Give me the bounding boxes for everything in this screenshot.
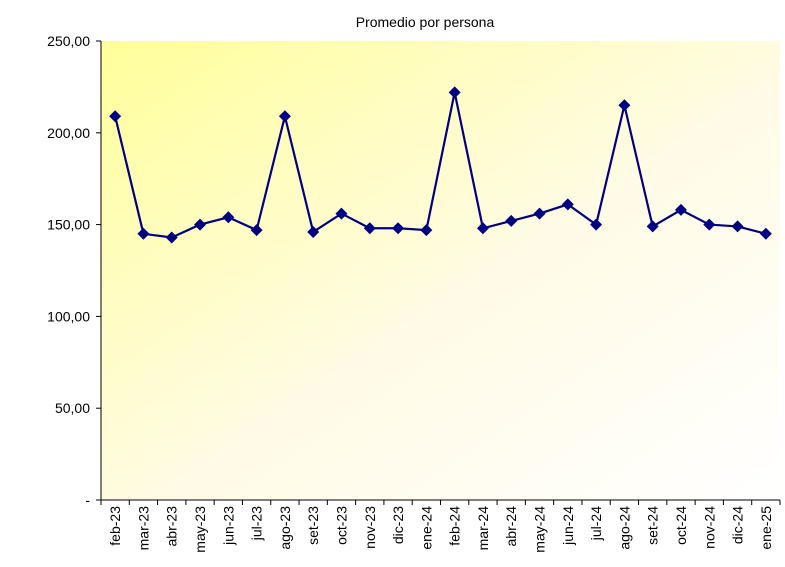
marker [392, 222, 405, 235]
marker [307, 225, 320, 238]
y-tick-label: 200,00 [47, 125, 90, 141]
x-tick-label: feb-23 [107, 506, 123, 546]
marker [759, 227, 772, 240]
x-tick-label: mar-24 [475, 506, 491, 551]
y-tick-label: 150,00 [47, 217, 90, 233]
y-tick-label: 50,00 [55, 400, 90, 416]
y-tick-label: 100,00 [47, 308, 90, 324]
marker [646, 220, 659, 233]
marker [165, 231, 178, 244]
plot-area [101, 41, 780, 500]
x-tick-label: nov-24 [701, 506, 717, 549]
marker [505, 214, 518, 227]
x-tick-label: abr-23 [164, 506, 180, 547]
x-tick-label: jul-23 [249, 506, 265, 541]
x-tick-label: may-23 [192, 506, 208, 553]
marker [448, 86, 461, 99]
marker [674, 203, 687, 216]
marker [194, 218, 207, 231]
x-tick-label: ene-25 [758, 506, 774, 550]
x-tick-label: ago-23 [277, 506, 293, 550]
marker [731, 220, 744, 233]
marker [476, 222, 489, 235]
x-tick-label: nov-23 [362, 506, 378, 549]
x-tick-label: set-24 [645, 506, 661, 545]
x-tick-label: oct-23 [333, 506, 349, 545]
x-tick-label: may-24 [532, 506, 548, 553]
x-tick-label: mar-23 [135, 506, 151, 551]
marker [703, 218, 716, 231]
chart-title: Promedio por persona [356, 14, 495, 30]
marker [363, 222, 376, 235]
x-tick-label: dic-23 [390, 506, 406, 544]
x-tick-label: dic-24 [730, 506, 746, 544]
x-tick-label: feb-24 [447, 506, 463, 546]
x-tick-label: jun-23 [220, 506, 236, 546]
x-tick-label: oct-24 [673, 506, 689, 545]
x-tick-label: abr-24 [503, 506, 519, 547]
y-tick-label: 250,00 [47, 33, 90, 49]
marker [278, 110, 291, 123]
marker [250, 224, 263, 237]
marker [335, 207, 348, 220]
marker [590, 218, 603, 231]
x-tick-label: ene-24 [418, 506, 434, 550]
marker [420, 224, 433, 237]
marker [561, 198, 574, 211]
x-tick-label: set-23 [305, 506, 321, 545]
marker [222, 211, 235, 224]
x-tick-label: jul-24 [588, 506, 604, 541]
marker [618, 99, 631, 112]
x-tick-label: jun-24 [560, 506, 576, 546]
y-tick-label: - [85, 492, 90, 508]
x-tick-label: ago-24 [616, 506, 632, 550]
marker [137, 227, 150, 240]
marker [109, 110, 122, 123]
marker [533, 207, 546, 220]
